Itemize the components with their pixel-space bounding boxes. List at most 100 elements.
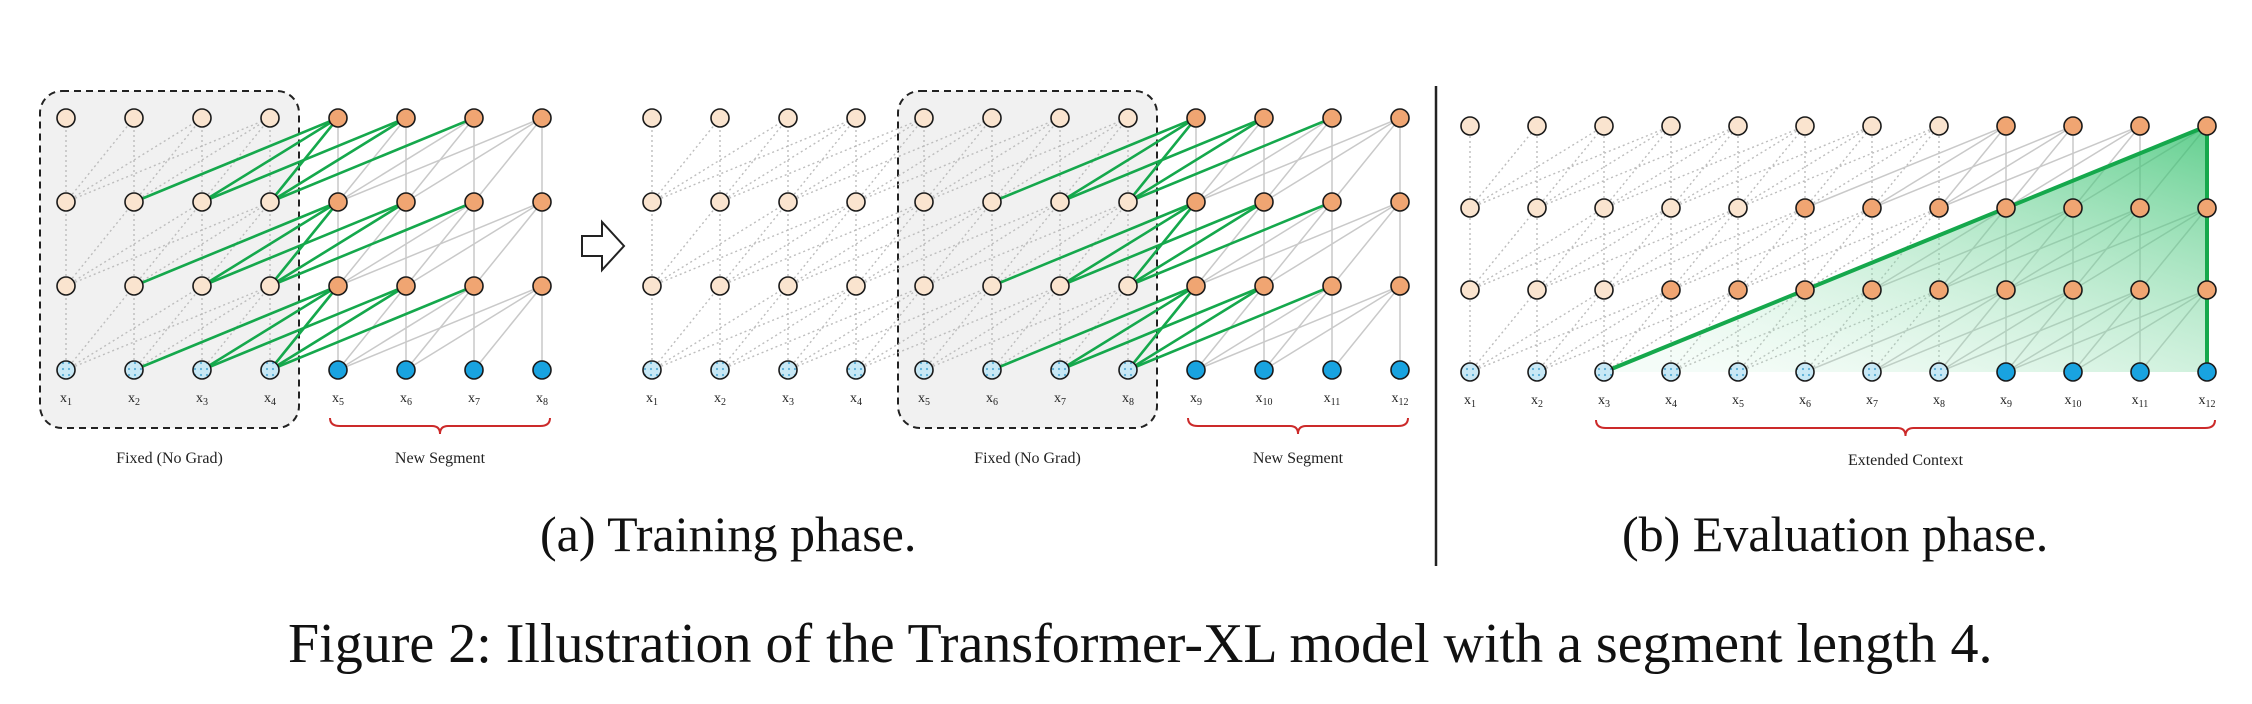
attention-edge xyxy=(405,117,543,203)
token-label: x1 xyxy=(646,391,658,408)
attention-edge xyxy=(787,117,993,203)
attention-edge xyxy=(473,117,543,203)
hidden-state-node xyxy=(56,192,76,212)
attention-edge xyxy=(337,117,543,203)
attention-edge xyxy=(923,117,1129,203)
attention-edge xyxy=(201,117,271,203)
attention-edge xyxy=(1737,207,1806,291)
attention-edge xyxy=(1469,289,1672,373)
attention-edge xyxy=(651,201,857,287)
attention-edge xyxy=(1195,201,1333,287)
panel-b: x1 x2 x3 x4 x5 x6 x7 x8 x9 x10 x11 x12 Extended Cont… xyxy=(1460,116,2217,469)
hidden-state-node xyxy=(1254,108,1274,128)
token-label: x11 xyxy=(2132,393,2149,410)
attention-edge xyxy=(1469,125,1672,209)
attention-edge xyxy=(991,117,1129,203)
attention-edge xyxy=(1670,207,1873,291)
hidden-state-node xyxy=(1254,276,1274,296)
attention-edge xyxy=(855,201,925,287)
hidden-state-node xyxy=(1929,116,1949,136)
input-token-node xyxy=(124,360,144,380)
attention-edge xyxy=(1804,207,1940,291)
attention-edge xyxy=(651,285,789,371)
attention-edge xyxy=(787,285,925,371)
attention-edge xyxy=(1536,207,1739,291)
attention-edge xyxy=(1195,201,1401,287)
new-segment-label: New Segment xyxy=(395,450,486,467)
hidden-state-node xyxy=(778,276,798,296)
input-token-node xyxy=(1728,362,1748,382)
hidden-state-node xyxy=(1862,116,1882,136)
attention-edge xyxy=(1469,207,1605,291)
attention-edge xyxy=(1871,125,2007,209)
fixed-no-grad-label: Fixed (No Grad) xyxy=(974,450,1081,467)
attention-edge-green xyxy=(269,200,475,288)
token-label: x5 xyxy=(332,391,344,408)
attention-edge xyxy=(1195,117,1333,203)
token-label: x6 xyxy=(400,391,412,408)
attention-edge xyxy=(1737,207,1940,291)
attention-edge xyxy=(1059,117,1129,203)
input-token-node xyxy=(1118,360,1138,380)
attention-edge xyxy=(719,117,789,203)
hidden-state-node xyxy=(124,108,144,128)
attention-edge-green xyxy=(269,284,407,372)
hidden-state-node xyxy=(192,192,212,212)
hidden-state-node xyxy=(2130,116,2150,136)
input-token-node xyxy=(1527,362,1547,382)
hidden-state-node xyxy=(1996,116,2016,136)
input-token-node xyxy=(1460,362,1480,382)
attention-edge-green xyxy=(201,116,407,204)
attention-edge xyxy=(1603,125,1806,209)
token-label: x6 xyxy=(1799,393,1811,410)
hidden-state-node xyxy=(1527,116,1547,136)
hidden-state-node xyxy=(1390,192,1410,212)
attention-edge xyxy=(337,201,543,287)
attention-edge xyxy=(65,117,135,203)
hidden-state-node xyxy=(124,192,144,212)
attention-edge xyxy=(337,285,475,371)
attention-edge xyxy=(651,285,721,371)
attention-edge xyxy=(787,285,857,371)
attention-edge xyxy=(923,285,1129,371)
hidden-state-node xyxy=(1728,280,1748,300)
input-token-node xyxy=(846,360,866,380)
input-token-node xyxy=(1996,362,2016,382)
input-token-node xyxy=(260,360,280,380)
attention-edge xyxy=(923,201,1129,287)
input-token-node xyxy=(56,360,76,380)
segment-brace xyxy=(1187,417,1409,435)
attention-edge xyxy=(473,201,543,287)
attention-edge xyxy=(719,201,857,287)
hidden-state-node xyxy=(328,276,348,296)
attention-edge xyxy=(65,201,135,287)
input-token-node xyxy=(1390,360,1410,380)
attention-edge-green xyxy=(1127,284,1333,372)
hidden-state-node xyxy=(1527,198,1547,218)
input-token-node xyxy=(464,360,484,380)
attention-edge-green xyxy=(991,200,1197,288)
attention-edge xyxy=(855,285,1061,371)
hidden-state-node xyxy=(2063,280,2083,300)
attention-edge xyxy=(133,117,203,203)
attention-edge xyxy=(651,201,789,287)
token-label: x4 xyxy=(850,391,862,408)
attention-edge xyxy=(787,201,857,287)
attention-edge xyxy=(1536,289,1605,373)
input-token-node xyxy=(2130,362,2150,382)
attention-edge xyxy=(2005,125,2141,209)
hidden-state-node xyxy=(1795,198,1815,218)
receptive-field-edge xyxy=(1603,124,2208,374)
token-label: x12 xyxy=(2199,393,2216,410)
attention-edge xyxy=(787,117,857,203)
next-step-arrow-icon xyxy=(581,219,626,273)
attention-edge xyxy=(855,285,993,371)
attention-edge xyxy=(1737,125,1806,209)
hidden-state-node xyxy=(192,108,212,128)
hidden-state-node xyxy=(464,192,484,212)
attention-edge xyxy=(1737,207,1873,291)
token-label: x4 xyxy=(264,391,276,408)
attention-edge xyxy=(65,201,271,287)
token-label: x3 xyxy=(196,391,208,408)
